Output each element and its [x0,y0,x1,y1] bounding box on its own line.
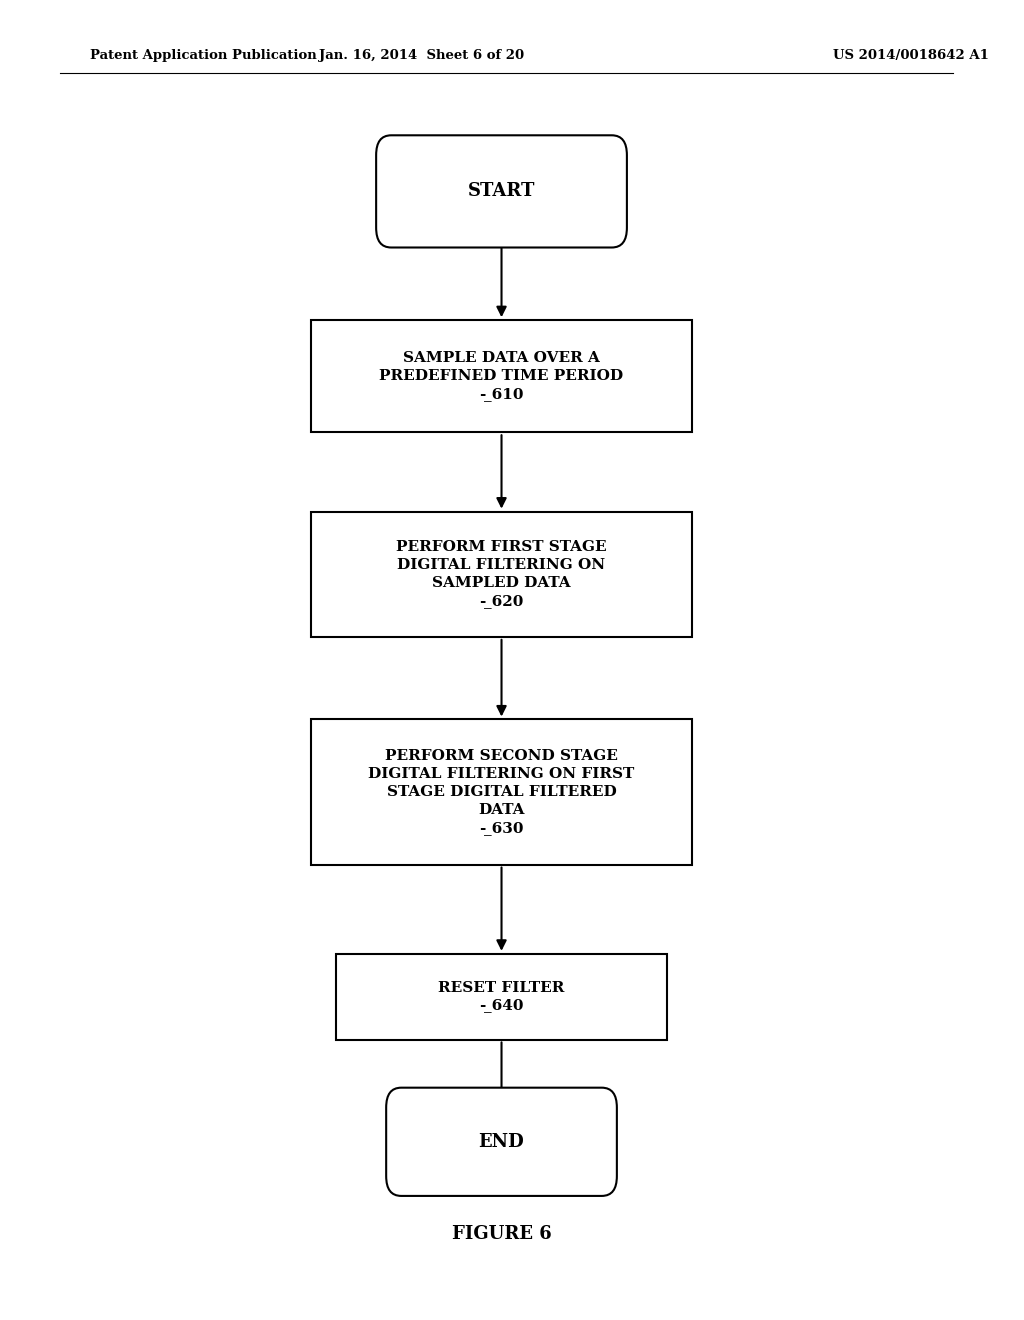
Text: FIGURE 6: FIGURE 6 [452,1225,551,1243]
Bar [336,953,667,1040]
Text: RESET FILTER
- ̲640: RESET FILTER - ̲640 [438,981,564,1012]
Bar [311,719,692,865]
Bar [311,512,692,638]
Bar [311,321,692,433]
Text: END: END [478,1133,524,1151]
Text: PERFORM FIRST STAGE
DIGITAL FILTERING ON
SAMPLED DATA
- ̲620: PERFORM FIRST STAGE DIGITAL FILTERING ON… [396,540,607,609]
Text: PERFORM SECOND STAGE
DIGITAL FILTERING ON FIRST
STAGE DIGITAL FILTERED
DATA
- ̲6: PERFORM SECOND STAGE DIGITAL FILTERING O… [369,750,635,834]
Text: Jan. 16, 2014  Sheet 6 of 20: Jan. 16, 2014 Sheet 6 of 20 [318,49,524,62]
FancyBboxPatch shape [376,135,627,248]
FancyBboxPatch shape [386,1088,616,1196]
Text: Patent Application Publication: Patent Application Publication [90,49,317,62]
Text: US 2014/0018642 A1: US 2014/0018642 A1 [833,49,988,62]
Text: SAMPLE DATA OVER A
PREDEFINED TIME PERIOD
- ̲610: SAMPLE DATA OVER A PREDEFINED TIME PERIO… [380,351,624,401]
Text: START: START [468,182,536,201]
